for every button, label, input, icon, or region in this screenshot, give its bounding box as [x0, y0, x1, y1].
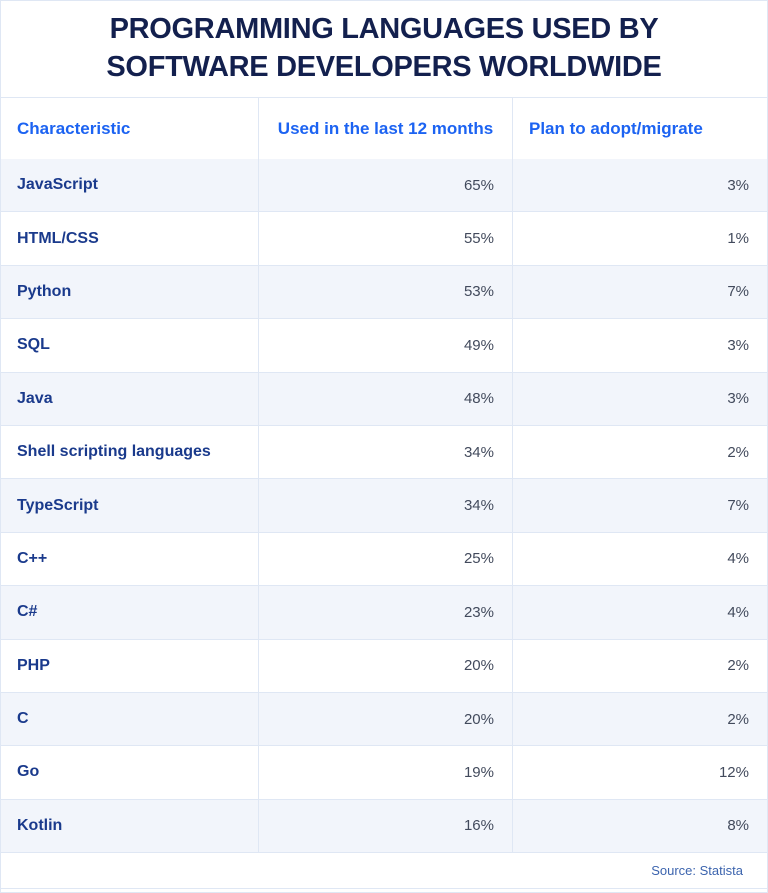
used-value: 53%	[258, 265, 512, 319]
language-label: C	[17, 710, 29, 728]
language-label: Go	[17, 763, 40, 781]
language-label: TypeScript	[17, 496, 99, 514]
used-value: 20%	[258, 639, 512, 692]
language-label: Shell scripting languages	[17, 443, 211, 461]
adopt-value: 8%	[512, 799, 767, 853]
page-title: PROGRAMMING LANGUAGES USED BY SOFTWARE D…	[106, 13, 662, 83]
used-value: 65%	[258, 159, 512, 212]
used-value: 49%	[258, 319, 512, 372]
adopt-value: 3%	[512, 159, 767, 212]
used-value: 23%	[258, 586, 512, 639]
table-row: Go 19% 12%	[1, 745, 767, 799]
table-body: JavaScript 65% 3% HTML/CSS 55% 1% Python…	[1, 159, 767, 853]
used-value: 25%	[258, 532, 512, 586]
source-row: Source: Statista	[1, 852, 767, 889]
adopt-value: 2%	[512, 425, 767, 479]
adopt-value: 2%	[512, 692, 767, 746]
table-row: Kotlin 16% 8%	[1, 798, 767, 853]
table-row: PHP 20% 2%	[1, 638, 767, 692]
adopt-value: 12%	[512, 746, 767, 799]
column-header-plan-to-adopt: Plan to adopt/migrate	[512, 98, 767, 159]
language-label: SQL	[17, 336, 50, 354]
adopt-value: 1%	[512, 212, 767, 265]
table-header-row: Characteristic Used in the last 12 month…	[1, 98, 767, 159]
source-label: Source: Statista	[651, 863, 743, 878]
table-row: JavaScript 65% 3%	[1, 159, 767, 212]
table-row: HTML/CSS 55% 1%	[1, 211, 767, 265]
adopt-value: 3%	[512, 319, 767, 372]
used-value: 34%	[258, 479, 512, 532]
language-label: C++	[17, 549, 48, 567]
used-value: 19%	[258, 746, 512, 799]
table-row: TypeScript 34% 7%	[1, 478, 767, 532]
column-header-characteristic: Characteristic	[17, 118, 131, 138]
used-value: 55%	[258, 212, 512, 265]
language-label: C#	[17, 603, 38, 621]
adopt-value: 3%	[512, 372, 767, 425]
bottom-strip	[1, 889, 767, 892]
language-label: HTML/CSS	[17, 229, 99, 247]
used-value: 48%	[258, 372, 512, 425]
adopt-value: 7%	[512, 265, 767, 319]
language-label: Kotlin	[17, 816, 63, 834]
language-label: Python	[17, 282, 72, 300]
used-value: 34%	[258, 425, 512, 479]
adopt-value: 4%	[512, 532, 767, 586]
used-value: 20%	[258, 692, 512, 746]
table-row: Python 53% 7%	[1, 264, 767, 319]
used-value: 16%	[258, 799, 512, 853]
title-block: PROGRAMMING LANGUAGES USED BY SOFTWARE D…	[1, 1, 767, 98]
language-label: Java	[17, 389, 53, 407]
table-row: C 20% 2%	[1, 691, 767, 746]
table-row: SQL 49% 3%	[1, 318, 767, 372]
table-row: C++ 25% 4%	[1, 531, 767, 586]
table-row: C# 23% 4%	[1, 585, 767, 639]
column-header-used-12-months: Used in the last 12 months	[258, 98, 512, 159]
language-label: PHP	[17, 656, 50, 674]
adopt-value: 7%	[512, 479, 767, 532]
language-label: JavaScript	[17, 176, 98, 194]
table-row: Shell scripting languages 34% 2%	[1, 424, 767, 479]
table-row: Java 48% 3%	[1, 371, 767, 425]
adopt-value: 4%	[512, 586, 767, 639]
adopt-value: 2%	[512, 639, 767, 692]
